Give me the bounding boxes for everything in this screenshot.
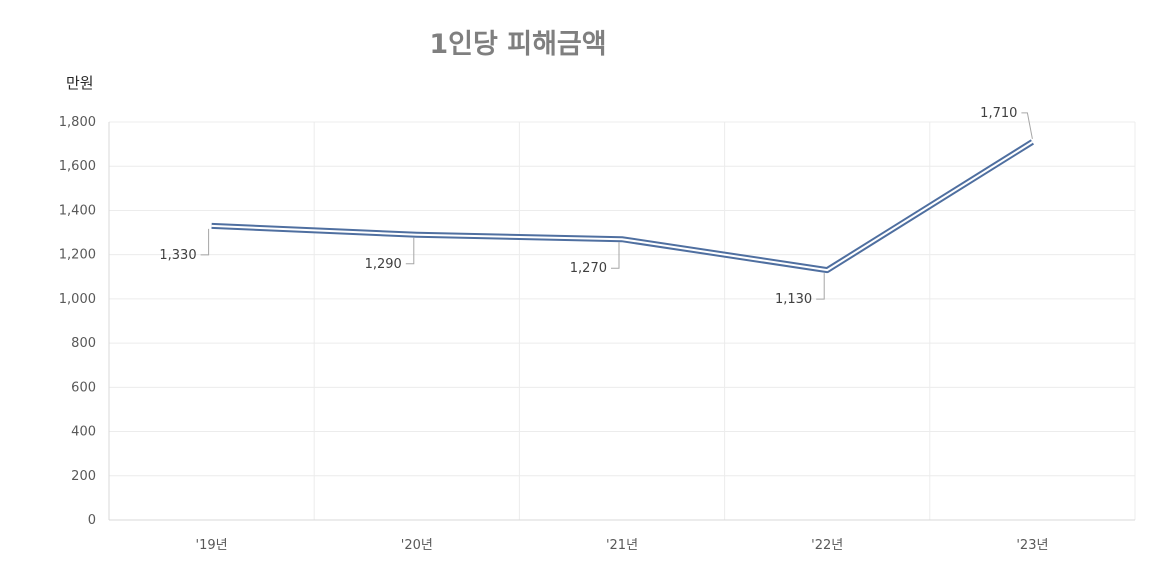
data-label: 1,710: [980, 106, 1017, 121]
data-label-group: 1,330: [159, 228, 210, 263]
data-label-group: 1,710: [980, 106, 1033, 139]
y-tick-label: 1,000: [59, 292, 96, 307]
data-label: 1,330: [159, 248, 196, 263]
y-tick-label: 1,200: [59, 248, 96, 263]
y-tick-label: 1,600: [59, 159, 96, 174]
series-line-inner: [211, 141, 1033, 272]
y-axis-unit-label: 만원: [66, 74, 94, 92]
y-tick-label: 1,800: [59, 115, 96, 130]
x-tick-label: '23년: [1016, 538, 1048, 553]
data-label-group: 1,130: [775, 273, 825, 307]
data-label-leader: [1021, 112, 1033, 139]
data-label-group: 1,290: [365, 237, 415, 272]
data-label-leader: [816, 273, 825, 300]
x-tick-label: '19년: [196, 538, 228, 553]
x-tick-label: '21년: [606, 538, 638, 553]
data-label: 1,290: [365, 257, 402, 272]
data-label: 1,270: [570, 261, 607, 276]
axes: [108, 122, 1135, 521]
x-tick-label: '20년: [401, 538, 433, 553]
series-line: [211, 139, 1034, 274]
data-label: 1,130: [775, 292, 812, 307]
data-label-leader: [200, 228, 210, 256]
y-tick-labels: 0 200 400 600 800 1,000 1,200 1,400 1,600 1,800: [59, 115, 96, 528]
chart-title: 1인당 피해금액: [429, 29, 606, 60]
data-label-group: 1,270: [570, 242, 620, 276]
data-label-leader: [611, 242, 620, 269]
series-line-outer: [211, 139, 1034, 274]
y-tick-label: 0: [88, 513, 96, 528]
y-tick-label: 1,400: [59, 203, 96, 218]
data-label-leader: [405, 237, 415, 265]
y-tick-label: 800: [71, 336, 96, 351]
data-labels: 1,330 1,290 1,270 1,130 1,710: [159, 106, 1033, 307]
y-tick-label: 400: [71, 425, 96, 440]
x-tick-labels: '19년 '20년 '21년 '22년 '23년: [196, 538, 1049, 553]
y-tick-label: 200: [71, 469, 96, 484]
gridlines: [109, 121, 1136, 520]
x-tick-label: '22년: [811, 538, 843, 553]
y-tick-label: 600: [71, 380, 96, 395]
